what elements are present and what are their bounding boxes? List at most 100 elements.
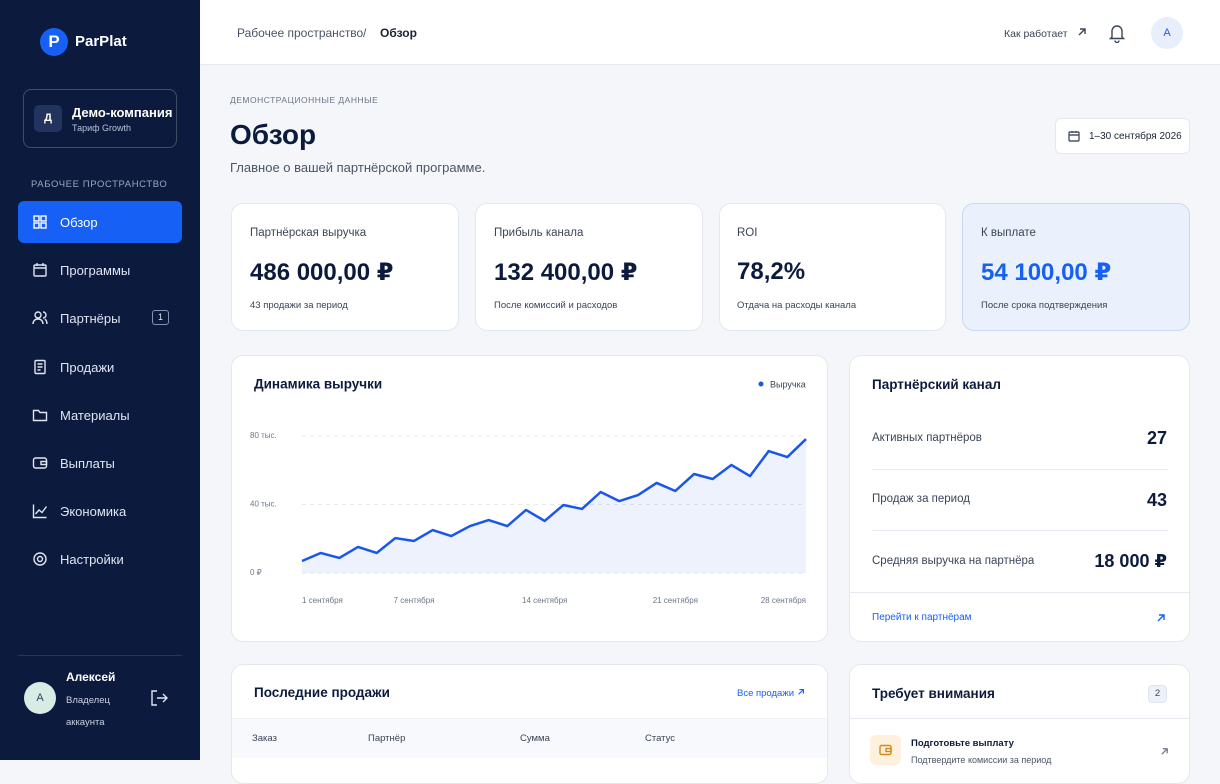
column-header: Сумма (520, 733, 550, 744)
item-text: Подтвердите комиссии за период (911, 755, 1052, 765)
icon (798, 689, 804, 695)
nav-item[interactable]: Обзор (18, 201, 182, 243)
nav-item[interactable]: Продажи (18, 346, 182, 388)
nav-label: Выплаты (60, 455, 115, 471)
y-tick-label: 0 ₽ (250, 568, 262, 577)
table-header: Заказ Партнёр Сумма Статус (232, 718, 827, 758)
help-link[interactable]: Как работает (1004, 27, 1087, 40)
section-label: РАБОЧЕЕ ПРОСТРАНСТВО (31, 179, 168, 190)
divider (872, 530, 1168, 531)
legend-label: Выручка (770, 379, 806, 389)
eyebrow: ДЕМОНСТРАЦИОННЫЕ ДАННЫЕ (230, 95, 379, 105)
date-range: 1–30 сентября 2026 (1089, 130, 1182, 142)
sidebar: P ParPlat Д Демо-компания Тариф Growth Р… (0, 0, 200, 760)
icon (879, 744, 892, 756)
kpi-card: Прибыль канала 132 400,00 ₽ После комисс… (475, 203, 703, 331)
x-tick-label: 14 сентября (522, 596, 567, 605)
item-title[interactable]: Подготовьте выплату (911, 738, 1014, 749)
logo-mark: P (40, 28, 68, 56)
partners-link[interactable]: Перейти к партнёрам (872, 612, 972, 623)
nav-item[interactable]: Настройки (18, 538, 182, 580)
metric-value: 27 (1146, 428, 1167, 448)
divider (850, 592, 1189, 593)
kpi-card: Партнёрская выручка 486 000,00 ₽ 43 прод… (231, 203, 459, 331)
line (301, 438, 807, 563)
company-switcher[interactable]: Д Демо-компания Тариф Growth (23, 89, 177, 148)
nav-item[interactable]: Материалы (18, 394, 182, 436)
x-tick-label: 28 сентября (761, 596, 806, 605)
kpi-label: Партнёрская выручка (250, 227, 367, 239)
x-tick-label: 7 сентября (394, 596, 435, 605)
icon (33, 215, 47, 229)
divider (872, 469, 1168, 470)
card-title: Требует внимания (872, 686, 995, 701)
page-subtitle: Главное о вашей партнёрской программе. (230, 160, 486, 175)
metric-value: 43 (1146, 490, 1167, 510)
item-icon (870, 735, 901, 765)
nav-badge: 1 (152, 310, 169, 325)
nav-item[interactable]: Партнёры 1 (18, 297, 182, 339)
all-sales-link[interactable]: Все продажи (737, 688, 805, 699)
y-tick-label: 40 тыс. (250, 500, 277, 509)
column-header: Статус (645, 733, 676, 744)
help-text: Как работает (1004, 28, 1068, 40)
x-tick-label: 21 сентября (653, 596, 698, 605)
icon (32, 457, 48, 469)
breadcrumb-item[interactable]: Рабочее пространство (237, 26, 364, 40)
nav-label: Материалы (60, 407, 130, 423)
card-title: Последние продажи (254, 685, 390, 700)
kpi-value: 54 100,00 ₽ (981, 259, 1112, 286)
nav-label: Обзор (60, 214, 98, 230)
icon (34, 359, 46, 375)
nav-label: Программы (60, 262, 131, 278)
topbar: Рабочее пространство / Обзор Как работае… (200, 0, 1220, 65)
nav-label: Настройки (60, 551, 124, 567)
date-picker[interactable]: 1–30 сентября 2026 (1055, 118, 1190, 154)
user-name: Алексей (66, 670, 116, 684)
sales-card: Последние продажи Все продажи Заказ Парт… (231, 664, 828, 784)
area (302, 439, 806, 573)
attention-card: Требует внимания 2 Подготовьте выплату П… (849, 664, 1190, 784)
logout-button[interactable] (150, 689, 168, 707)
company-initial: Д (34, 105, 62, 132)
count-badge: 2 (1148, 685, 1167, 703)
icon (1068, 131, 1080, 142)
kpi-note: После комиссий и расходов (494, 300, 618, 311)
metric-label: Средняя выручка на партнёра (872, 555, 1035, 567)
kpi-note: После срока подтверждения (981, 300, 1108, 311)
nav-item[interactable]: Программы (18, 249, 182, 291)
company-plan: Тариф Growth (72, 123, 132, 133)
column-header: Заказ (252, 733, 277, 744)
notifications-button[interactable] (1108, 23, 1126, 43)
logo[interactable]: ParPlat (75, 33, 127, 50)
nav-label: Партнёры (60, 310, 121, 326)
breadcrumb-current: Обзор (380, 26, 417, 40)
divider (18, 655, 182, 656)
nav-item[interactable]: Экономика (18, 490, 182, 532)
kpi-label: ROI (737, 227, 758, 239)
divider (850, 718, 1189, 719)
legend-swatch (758, 381, 764, 387)
kpi-label: К выплате (981, 227, 1036, 239)
kpi-value: 132 400,00 ₽ (494, 259, 638, 286)
icon (32, 311, 48, 325)
icon (1161, 748, 1168, 755)
avatar-button[interactable]: А (1151, 17, 1183, 49)
icon (33, 263, 47, 277)
icon (33, 552, 47, 566)
kpi-card: ROI 78,2% Отдача на расходы канала (719, 203, 946, 331)
kpi-value: 78,2% (737, 258, 806, 285)
kpi-note: Отдача на расходы канала (737, 300, 857, 311)
kpi-card: К выплате 54 100,00 ₽ После срока подтве… (962, 203, 1190, 331)
y-tick-label: 80 тыс. (250, 431, 277, 440)
metric-label: Активных партнёров (872, 432, 982, 444)
metric-label: Продаж за период (872, 493, 970, 505)
metric-value: 18 000 ₽ (1094, 551, 1167, 571)
x-tick-label: 1 сентября (302, 596, 343, 605)
icon (1078, 28, 1086, 36)
kpi-label: Прибыль канала (494, 227, 584, 239)
kpi-note: 43 продажи за период (250, 300, 348, 311)
nav-item[interactable]: Выплаты (18, 442, 182, 484)
column-header: Партнёр (368, 733, 406, 744)
